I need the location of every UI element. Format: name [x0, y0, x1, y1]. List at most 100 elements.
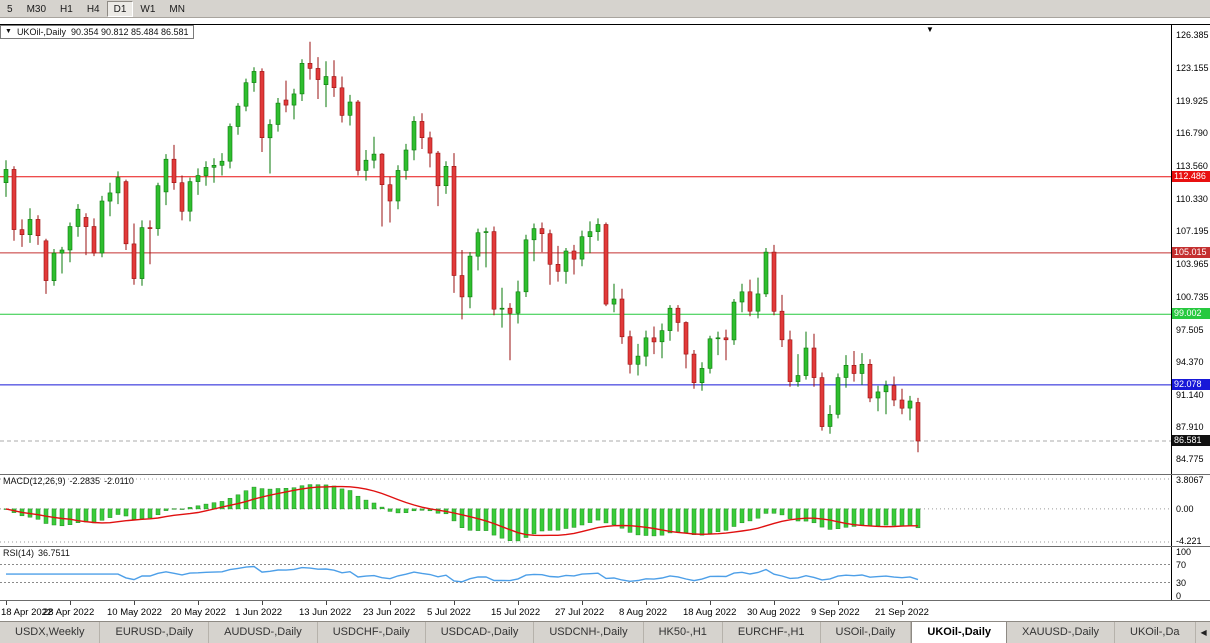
rsi-plot[interactable]: RSI(14) 36.7511 [0, 547, 1172, 600]
timeframe-button-5[interactable]: 5 [7, 3, 13, 15]
chart-panes: ▼ UKOil-,Daily 90.354 90.812 85.484 86.5… [0, 18, 1210, 601]
macd-signal-value: -2.0110 [104, 476, 134, 486]
chart-tab-ukoil-daily[interactable]: UKOil-,Daily [911, 622, 1007, 643]
macd-axis-label: 0.00 [1176, 503, 1194, 514]
date-axis-label: 23 Jun 2022 [363, 607, 416, 618]
date-tick [838, 601, 839, 605]
chart-tab-eurusd-daily[interactable]: EURUSD-,Daily [100, 622, 210, 643]
date-axis-label: 8 Aug 2022 [619, 607, 668, 618]
chart-tab-usdx-weekly[interactable]: USDX,Weekly [0, 622, 101, 643]
date-axis-label: 9 Sep 2022 [811, 607, 860, 618]
date-tick [902, 601, 903, 605]
price-axis-label: 100.735 [1176, 291, 1209, 302]
macd-svg [0, 478, 1171, 543]
chart-tab-usdchf-daily[interactable]: USDCHF-,Daily [318, 622, 426, 643]
date-axis-label: 13 Jun 2022 [299, 607, 352, 618]
chart-title-box: ▼ UKOil-,Daily 90.354 90.812 85.484 86.5… [0, 25, 194, 39]
date-axis-label: 20 May 2022 [171, 607, 226, 618]
timeframe-button-d1[interactable]: D1 [106, 0, 134, 17]
price-axis-label: 116.790 [1176, 127, 1208, 138]
price-axis-label: 107.195 [1176, 225, 1209, 236]
date-tick [454, 601, 455, 605]
main-chart-pane: ▼ UKOil-,Daily 90.354 90.812 85.484 86.5… [0, 24, 1210, 474]
timeframe-button-mn[interactable]: MN [169, 3, 185, 15]
timeframe-toolbar: 5 M30 H1 H4 D1 W1 MN [0, 0, 1210, 18]
price-axis-label: 123.155 [1176, 62, 1209, 73]
rsi-name: RSI(14) [3, 548, 35, 558]
macd-axis[interactable]: 3.8067 0.00 -4.221 [1172, 475, 1210, 546]
price-axis-label: 91.140 [1176, 389, 1204, 400]
rsi-label: RSI(14) 36.7511 [3, 548, 70, 558]
date-tick [262, 601, 263, 605]
level-price-label: 105.015 [1172, 246, 1210, 258]
date-tick [326, 601, 327, 605]
date-axis-label: 5 Jul 2022 [427, 607, 471, 618]
chart-tab-usdcnh-daily[interactable]: USDCNH-,Daily [534, 622, 644, 643]
timeframe-button-w1[interactable]: W1 [140, 3, 156, 15]
timeframe-button-m30[interactable]: M30 [26, 3, 47, 15]
rsi-axis[interactable]: 100 70 30 0 [1172, 547, 1210, 601]
chart-shift-marker-icon[interactable]: ▼ [926, 25, 934, 34]
date-tick [134, 601, 135, 605]
rsi-axis-label: 70 [1176, 559, 1187, 570]
date-tick [6, 601, 7, 605]
date-tick [518, 601, 519, 605]
chart-tab-xauusd-daily[interactable]: XAUUSD-,Daily [1007, 622, 1116, 643]
macd-axis-label: 3.8067 [1176, 475, 1204, 485]
date-tick [70, 601, 71, 605]
date-axis-label: 28 Apr 2022 [43, 607, 95, 618]
price-axis-label: 84.775 [1176, 454, 1204, 465]
chart-tab-audusd-daily[interactable]: AUDUSD-,Daily [209, 622, 318, 643]
rsi-value: 36.7511 [38, 548, 70, 558]
price-axis-label: 126.385 [1176, 29, 1209, 40]
main-price-axis[interactable]: 126.385 123.155 119.925 116.790 113.560 110.3… [1172, 25, 1210, 474]
rsi-svg [0, 564, 1171, 583]
rsi-pane: RSI(14) 36.7511 100 70 30 0 [0, 546, 1210, 601]
price-axis-label: 97.505 [1176, 324, 1204, 335]
date-axis-label: 30 Aug 2022 [747, 607, 801, 618]
date-axis-label: 18 Apr 2022 [1, 607, 53, 618]
chart-tab-usdcad-daily[interactable]: USDCAD-,Daily [426, 622, 535, 643]
chart-symbol-label: UKOil-,Daily [16, 27, 66, 37]
macd-axis-label: -4.221 [1176, 536, 1202, 546]
timeframe-button-h1[interactable]: H1 [60, 3, 73, 15]
date-tick [774, 601, 775, 605]
macd-main-value: -2.2835 [69, 476, 101, 486]
candlestick-svg [0, 41, 1171, 453]
date-tick [710, 601, 711, 605]
date-tick [646, 601, 647, 605]
timeframe-button-h4[interactable]: H4 [86, 3, 100, 15]
date-axis-label: 21 Sep 2022 [875, 607, 929, 618]
date-axis-label: 18 Aug 2022 [683, 607, 737, 618]
price-axis-label: 87.910 [1176, 422, 1204, 433]
price-axis-label: 110.330 [1176, 193, 1208, 204]
price-axis-label: 113.560 [1176, 160, 1208, 171]
date-axis-label: 15 Jul 2022 [491, 607, 541, 618]
current-price-label: 86.581 [1172, 435, 1210, 447]
level-price-label: 92.078 [1172, 378, 1210, 390]
tabs-scroll-left-icon[interactable]: ◀ [1200, 628, 1207, 637]
price-axis-label: 103.965 [1176, 258, 1209, 269]
main-plot[interactable]: ▼ UKOil-,Daily 90.354 90.812 85.484 86.5… [0, 25, 1172, 474]
date-tick [582, 601, 583, 605]
chart-tabs-bar: USDX,Weekly EURUSD-,Daily AUDUSD-,Daily USD… [0, 621, 1210, 643]
chart-ohlc-values: 90.354 90.812 85.484 86.581 [70, 27, 189, 37]
chart-tab-hk50-h1[interactable]: HK50-,H1 [644, 622, 723, 643]
date-axis-label: 10 May 2022 [107, 607, 162, 618]
macd-label: MACD(12,26,9) -2.2835 -2.0110 [3, 476, 134, 486]
chart-tab-ukoil-da[interactable]: UKOil-,Da [1115, 622, 1196, 643]
macd-pane: MACD(12,26,9) -2.2835 -2.0110 3.8067 0.00… [0, 474, 1210, 546]
rsi-axis-label: 100 [1176, 547, 1192, 557]
date-tick [198, 601, 199, 605]
macd-plot[interactable]: MACD(12,26,9) -2.2835 -2.0110 [0, 475, 1172, 546]
date-tick [390, 601, 391, 605]
symbol-dropdown-icon[interactable]: ▼ [5, 28, 12, 35]
rsi-axis-label: 0 [1176, 591, 1182, 601]
chart-tab-usoil-daily[interactable]: USOil-,Daily [821, 622, 912, 643]
price-axis-label: 94.370 [1176, 356, 1204, 367]
date-axis-label: 27 Jul 2022 [555, 607, 605, 618]
chart-tab-eurchf-h1[interactable]: EURCHF-,H1 [723, 622, 821, 643]
date-axis[interactable]: 18 Apr 2022 28 Apr 2022 10 May 2022 20 May … [0, 601, 1210, 621]
price-axis-label: 119.925 [1176, 95, 1208, 106]
